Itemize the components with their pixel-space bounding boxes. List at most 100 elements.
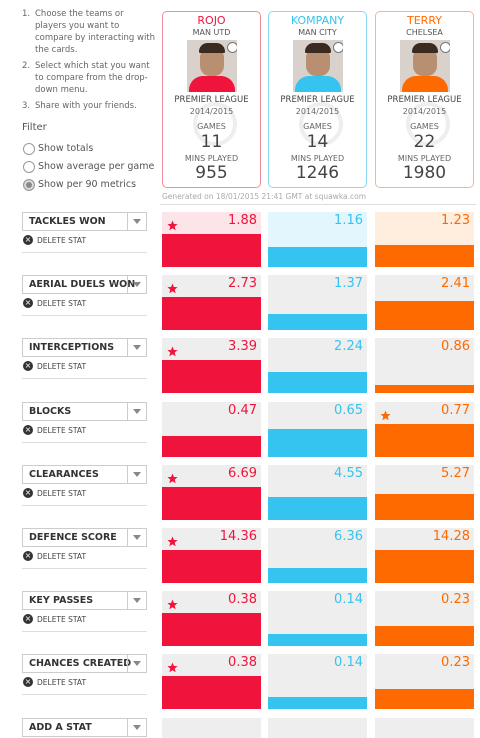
stat-value: 1.23 <box>441 213 470 228</box>
stat-bar <box>375 689 474 710</box>
stat-select[interactable]: DEFENCE SCORE <box>22 528 147 547</box>
stat-cell: 0.77 <box>375 401 474 457</box>
best-star <box>167 595 178 610</box>
empty-cell <box>162 717 261 738</box>
best-star <box>167 532 178 547</box>
watermark <box>406 102 450 146</box>
stat-select[interactable]: KEY PASSES <box>22 591 147 611</box>
stat-cell: 5.27 <box>375 464 474 520</box>
stat-cell: 1.37 <box>268 275 367 331</box>
player-card[interactable]: ROJO MAN UTD PREMIER LEAGUE 2014/2015 GAMES 1… <box>162 11 261 188</box>
row-divider <box>22 694 147 696</box>
stat-name: TACKLES WON <box>29 216 106 227</box>
radio[interactable] <box>23 179 35 191</box>
stat-cell: 1.23 <box>375 212 474 267</box>
stat-select[interactable]: CHANCES CREATED <box>22 654 147 674</box>
stat-bar <box>268 497 367 520</box>
stat-bar <box>162 297 261 331</box>
stat-name: CLEARANCES <box>29 468 99 480</box>
stat-select[interactable]: BLOCKS <box>22 401 147 421</box>
delete-stat[interactable]: DELETE STAT <box>37 615 87 625</box>
mins: 1980 <box>402 163 447 183</box>
player-card[interactable]: TERRY CHELSEA PREMIER LEAGUE 2014/2015 GAMES… <box>375 11 474 188</box>
stat-name: KEY PASSES <box>29 595 94 607</box>
stat-bar <box>375 423 474 457</box>
stat-value: 0.23 <box>441 592 470 608</box>
stat-cell: 0.38 <box>162 591 261 647</box>
stat-cell: 14.28 <box>375 528 474 583</box>
stat-value: 0.14 <box>334 655 363 671</box>
instruction: Choose the teams or players you want to … <box>35 9 156 55</box>
stat-cell: 0.38 <box>162 654 261 710</box>
stat-name: BLOCKS <box>29 405 72 417</box>
radio[interactable] <box>23 161 35 173</box>
delete-stat[interactable]: DELETE STAT <box>37 425 87 435</box>
stat-bar <box>162 550 261 583</box>
stat-cell: 14.36 <box>162 528 261 583</box>
step-num: 2. <box>22 61 31 71</box>
empty-cell <box>375 717 474 738</box>
stat-cell: 0.23 <box>375 654 474 710</box>
delete-icon[interactable]: × <box>23 235 33 245</box>
delete-stat[interactable]: DELETE STAT <box>37 299 87 309</box>
stat-value: 5.27 <box>441 465 470 481</box>
step-num: 1. <box>22 9 31 19</box>
league: PREMIER LEAGUE <box>387 95 462 105</box>
player-photo <box>293 40 343 92</box>
filter-option[interactable]: Show average per game <box>38 161 155 172</box>
badge <box>333 42 343 53</box>
delete-stat[interactable]: DELETE STAT <box>37 488 87 498</box>
filter-option[interactable]: Show totals <box>38 143 94 154</box>
stat-value: 6.69 <box>228 465 257 481</box>
team-name: MAN CITY <box>298 28 337 37</box>
stat-cell: 2.41 <box>375 275 474 331</box>
stat-select[interactable]: TACKLES WON <box>22 212 147 231</box>
stat-cell: 0.14 <box>268 591 367 647</box>
delete-stat[interactable]: DELETE STAT <box>37 678 87 688</box>
add-stat: ADD A STAT <box>29 721 92 733</box>
photo-hair <box>412 43 438 53</box>
delete-icon[interactable]: × <box>23 677 33 688</box>
stat-select[interactable]: CLEARANCES <box>22 464 147 484</box>
stat-bar <box>268 371 367 394</box>
player-card[interactable]: KOMPANY MAN CITY PREMIER LEAGUE 2014/2015 GA… <box>268 11 367 188</box>
stat-value: 1.16 <box>334 213 363 228</box>
delete-icon[interactable]: × <box>23 424 33 435</box>
badge <box>227 42 237 53</box>
stat-value: 0.38 <box>228 655 257 671</box>
delete-icon[interactable]: × <box>23 614 33 625</box>
stat-bar <box>268 428 367 457</box>
mins-label: MINS PLAYED <box>184 154 239 163</box>
best-star <box>380 406 391 420</box>
stat-select[interactable]: INTERCEPTIONS <box>22 338 147 358</box>
stat-value: 4.55 <box>334 465 363 481</box>
filter-option[interactable]: Show per 90 metrics <box>38 179 137 190</box>
stat-bar <box>375 385 474 394</box>
row-divider <box>22 441 147 443</box>
dropdown-arrow <box>127 213 146 230</box>
stat-select[interactable]: AERIAL DUELS WON <box>22 275 147 295</box>
row-divider <box>22 568 147 569</box>
dropdown-arrow <box>127 718 146 736</box>
delete-stat[interactable]: DELETE STAT <box>37 552 87 561</box>
stat-value: 14.28 <box>432 529 470 544</box>
delete-icon[interactable]: × <box>23 298 33 309</box>
empty-cell <box>268 717 367 738</box>
delete-stat[interactable]: DELETE STAT <box>37 236 87 245</box>
games-label: GAMES <box>197 122 226 131</box>
delete-stat[interactable]: DELETE STAT <box>37 362 87 372</box>
delete-icon[interactable]: × <box>23 487 33 498</box>
filter-title: Filter <box>22 122 47 133</box>
photo-body <box>402 76 448 92</box>
add-stat-select[interactable]: ADD A STAT <box>22 717 147 737</box>
stat-name: INTERCEPTIONS <box>29 342 115 354</box>
delete-icon[interactable]: × <box>23 361 33 372</box>
photo-hair <box>199 43 225 53</box>
dropdown-arrow <box>127 529 146 546</box>
radio[interactable] <box>23 143 35 155</box>
season: 2014/2015 <box>295 107 340 116</box>
league: PREMIER LEAGUE <box>174 95 249 105</box>
stat-cell: 6.69 <box>162 464 261 520</box>
delete-icon[interactable]: × <box>23 551 33 561</box>
stat-cell: 0.65 <box>268 401 367 457</box>
